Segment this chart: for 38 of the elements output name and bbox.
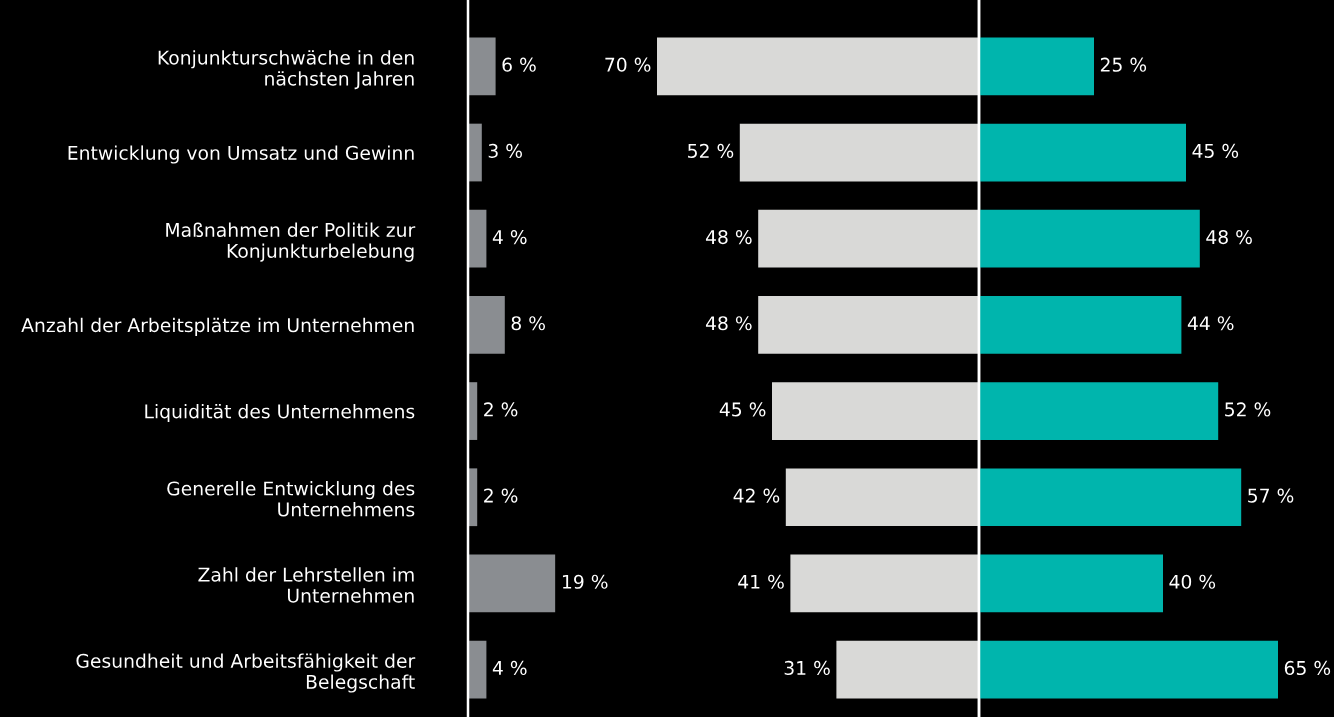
y-tick-label: Gesundheit und Arbeitsfähigkeit der Belegschaft: [76, 653, 416, 693]
y-tick-label: Liquidität des Unternehmens: [145, 403, 415, 423]
bar: [468, 640, 487, 699]
data-label: 31 %: [784, 660, 830, 676]
data-label: 41 %: [738, 574, 784, 589]
bar: [468, 554, 556, 613]
data-label: 44 %: [1187, 316, 1234, 331]
data-label: 8 %: [511, 316, 545, 331]
data-label: 19 %: [562, 574, 608, 589]
data-label: 2 %: [484, 402, 518, 417]
bar: [468, 37, 496, 96]
data-label: 4 %: [492, 660, 527, 676]
y-tick-label: Entwicklung von Umsatz und Gewinn: [68, 145, 414, 164]
y-tick-label: Maßnahmen der Politik zur Konjunkturbelebung: [166, 222, 416, 262]
y-tick-label: Generelle Entwicklung des Unternehmens: [167, 481, 415, 517]
data-label: 45 %: [719, 402, 766, 417]
bar: [468, 296, 505, 354]
data-label: 52 %: [688, 143, 734, 158]
data-label: 65 %: [1284, 660, 1331, 676]
y-tick-label: Zahl der Lehrstellen im Unternehmen: [198, 567, 414, 603]
y-tick-label: Anzahl der Arbeitsplätze im Unternehmen: [21, 317, 414, 336]
data-label: 45 %: [1192, 143, 1239, 158]
data-label: 42 %: [733, 488, 780, 503]
y-tick-label: Konjunkturschwäche in den nächsten Jahren: [158, 50, 414, 90]
data-label: 40 %: [1169, 574, 1216, 589]
data-label: 52 %: [1225, 402, 1271, 417]
data-label: 4 %: [492, 229, 527, 245]
bar: [468, 209, 487, 268]
data-label: 6 %: [502, 57, 536, 72]
data-label: 2 %: [484, 488, 518, 503]
data-label: 57 %: [1248, 488, 1294, 503]
data-label: 3 %: [488, 143, 522, 158]
data-label: 48 %: [705, 316, 752, 331]
data-label: 70 %: [605, 57, 651, 72]
bar: [468, 123, 482, 182]
data-label: 48 %: [1206, 229, 1252, 245]
data-label: 25 %: [1100, 57, 1147, 72]
data-label: 48 %: [705, 229, 752, 245]
